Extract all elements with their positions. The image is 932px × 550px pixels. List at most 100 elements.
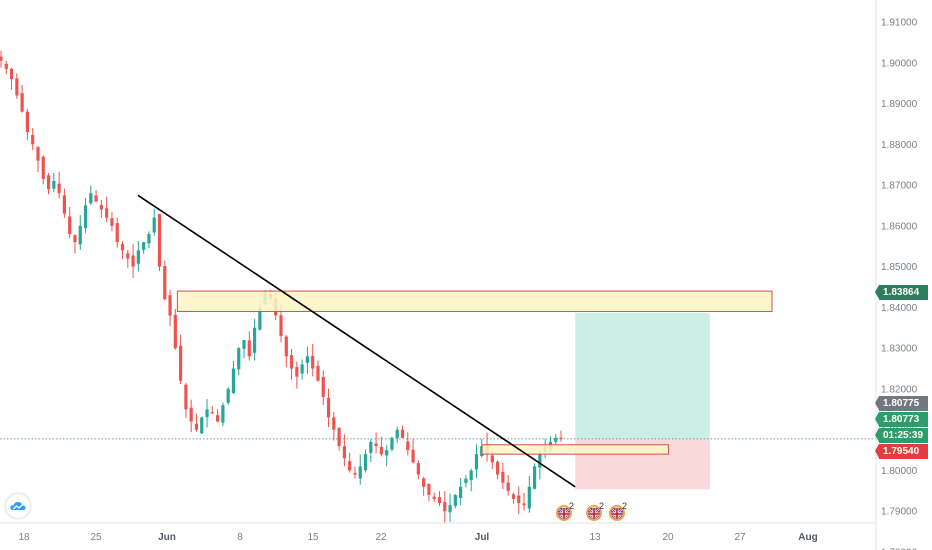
- candle-body: [200, 417, 204, 434]
- candle-body: [163, 265, 167, 300]
- resistance-zone-rectangle[interactable]: [481, 444, 669, 455]
- price-tag: 01:25:39: [875, 428, 928, 443]
- price-tick-label: 1.80000: [881, 466, 918, 477]
- cloud-logo-icon: [10, 502, 26, 510]
- candle-body: [252, 327, 257, 353]
- candlestick-series: [0, 50, 563, 523]
- candle-body: [52, 181, 56, 189]
- drawings-layer[interactable]: [137, 194, 773, 488]
- candle-body: [110, 218, 114, 226]
- candle-body: [168, 295, 172, 316]
- candle-body: [432, 496, 436, 500]
- candle-body: [443, 502, 447, 512]
- candle-body: [532, 466, 537, 489]
- price-tag: 1.83864: [875, 285, 928, 300]
- candle-body: [115, 223, 119, 243]
- time-axis[interactable]: 18 25 Jun 8 15 22 Jul 13 20 27 Aug: [18, 532, 817, 543]
- candle-body: [369, 441, 373, 453]
- uk-flag-icon: [609, 505, 625, 521]
- economic-event-marker[interactable]: 2: [608, 501, 632, 523]
- candle-body: [25, 111, 30, 133]
- uk-flag-icon: [586, 505, 602, 521]
- candle-body: [189, 407, 193, 422]
- candle-body: [295, 367, 299, 377]
- time-tick-label: 27: [734, 532, 746, 543]
- candle-body: [57, 183, 61, 194]
- candle-body: [142, 242, 146, 250]
- candle-body: [242, 340, 246, 349]
- price-tag: 1.80773: [875, 412, 928, 427]
- annotations-layer[interactable]: [0, 312, 876, 490]
- candle-body: [538, 454, 542, 468]
- event-count: 2: [599, 501, 605, 511]
- candle-body: [205, 409, 209, 418]
- candle-body: [78, 225, 82, 245]
- candle-body: [522, 503, 526, 506]
- candle-body: [300, 364, 304, 374]
- candle-body: [453, 494, 457, 506]
- candle-body: [390, 437, 394, 450]
- candle-body: [422, 478, 426, 487]
- candle-body: [305, 356, 310, 363]
- price-tag: 1.79540: [875, 444, 928, 459]
- uk-flag-icon: [556, 505, 572, 521]
- candle-body: [157, 213, 162, 267]
- candle-body: [379, 446, 383, 455]
- candle-body: [490, 455, 494, 463]
- candle-body: [15, 78, 19, 96]
- candle-body: [94, 195, 98, 202]
- resistance-zone-rectangle[interactable]: [176, 290, 773, 312]
- candle-body: [89, 193, 93, 204]
- time-tick-label: 13: [589, 532, 601, 543]
- candle-body: [337, 427, 341, 447]
- candle-body: [363, 454, 368, 471]
- candle-body: [284, 336, 288, 357]
- candle-body: [131, 255, 135, 267]
- candle-body: [68, 216, 72, 235]
- candle-body: [9, 68, 14, 80]
- candle-body: [226, 388, 230, 403]
- candle-body: [247, 340, 251, 357]
- candle-body: [464, 478, 468, 483]
- candle-body: [448, 505, 452, 513]
- trendline[interactable]: [137, 194, 576, 488]
- candle-body: [469, 470, 473, 481]
- candle-body: [237, 348, 241, 370]
- candle-body: [136, 250, 140, 264]
- price-tick-label: 1.87000: [881, 181, 918, 192]
- candle-body: [36, 146, 40, 161]
- tradingview-logo[interactable]: [6, 494, 30, 518]
- economic-event-marker[interactable]: 2: [555, 501, 579, 523]
- price-tick-label: 1.90000: [881, 58, 918, 69]
- time-tick-label: Jun: [158, 532, 176, 543]
- candle-body: [416, 463, 420, 475]
- candle-body: [152, 217, 156, 233]
- time-tick-label: Aug: [798, 532, 817, 543]
- candle-body: [31, 134, 35, 145]
- economic-event-marker[interactable]: 2: [585, 501, 609, 523]
- candle-body: [400, 429, 405, 438]
- time-tick-label: 22: [375, 532, 387, 543]
- candle-body: [210, 412, 214, 414]
- candle-body: [73, 235, 77, 243]
- candle-body: [326, 397, 331, 418]
- candle-body: [83, 205, 88, 229]
- candle-body: [501, 471, 505, 483]
- candle-body: [279, 315, 283, 336]
- long-position-target-zone[interactable]: [575, 312, 710, 439]
- price-tick-label: 1.82000: [881, 384, 918, 395]
- candle-body: [358, 466, 362, 479]
- candle-body: [194, 423, 199, 430]
- candle-body: [147, 234, 151, 244]
- candle-body: [506, 482, 510, 491]
- price-axis[interactable]: 1.91000 1.90000 1.89000 1.88000 1.87000 1.860…: [881, 18, 918, 550]
- candle-body: [385, 450, 389, 456]
- candle-body: [496, 461, 500, 475]
- candle-body: [4, 63, 8, 69]
- candle-body: [99, 205, 103, 210]
- candle-body: [120, 244, 125, 251]
- candle-body: [105, 208, 109, 218]
- candle-body: [20, 93, 24, 112]
- candle-body: [511, 494, 516, 500]
